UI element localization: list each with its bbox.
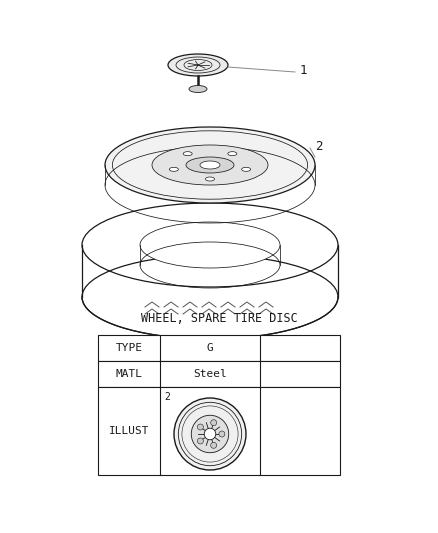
Text: WHEEL, SPARE TIRE DISC: WHEEL, SPARE TIRE DISC xyxy=(141,312,297,325)
Circle shape xyxy=(211,419,217,426)
Text: G: G xyxy=(207,343,213,353)
Circle shape xyxy=(191,415,229,453)
Text: Steel: Steel xyxy=(193,369,227,379)
Bar xyxy=(98,361,340,387)
Ellipse shape xyxy=(189,85,207,93)
Ellipse shape xyxy=(183,152,192,156)
Circle shape xyxy=(198,438,203,444)
Ellipse shape xyxy=(168,54,228,76)
Ellipse shape xyxy=(228,152,237,156)
Ellipse shape xyxy=(152,145,268,185)
Text: 2: 2 xyxy=(164,392,170,402)
Text: MATL: MATL xyxy=(116,369,142,379)
Ellipse shape xyxy=(105,127,315,203)
Circle shape xyxy=(198,424,203,430)
Circle shape xyxy=(211,442,217,448)
Text: TYPE: TYPE xyxy=(116,343,142,353)
Ellipse shape xyxy=(205,177,215,181)
Circle shape xyxy=(219,431,225,437)
Ellipse shape xyxy=(170,167,178,171)
Circle shape xyxy=(204,428,216,440)
Text: 2: 2 xyxy=(315,140,322,152)
Ellipse shape xyxy=(242,167,251,171)
Text: ILLUST: ILLUST xyxy=(109,426,149,436)
Text: 1: 1 xyxy=(300,63,307,77)
Ellipse shape xyxy=(140,222,280,268)
Ellipse shape xyxy=(200,161,220,169)
Ellipse shape xyxy=(186,157,234,173)
Bar xyxy=(98,387,340,475)
Circle shape xyxy=(174,398,246,470)
Bar xyxy=(98,335,340,361)
